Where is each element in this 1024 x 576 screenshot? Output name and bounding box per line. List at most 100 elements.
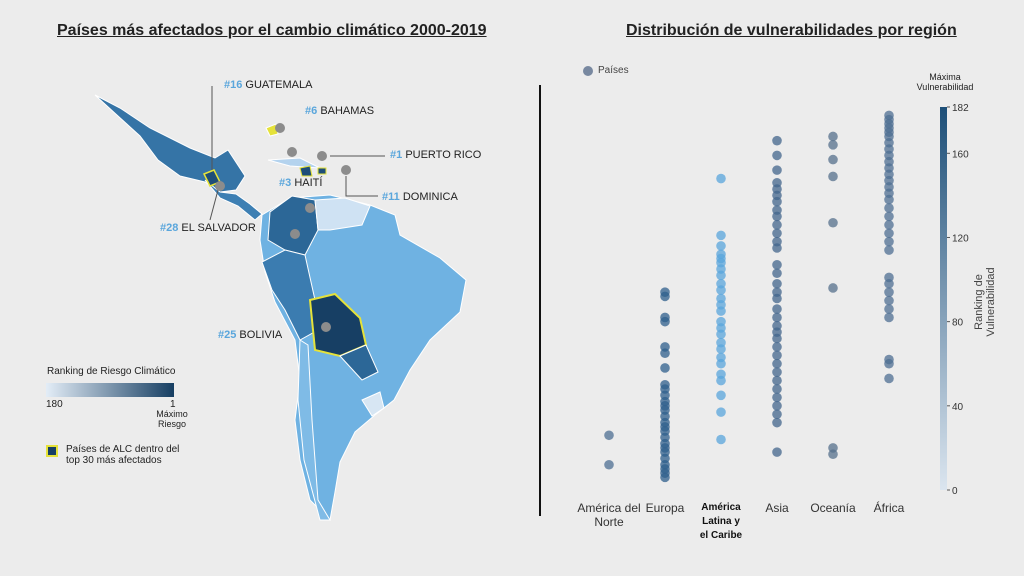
rank: #28 (160, 222, 179, 234)
uruguay (361, 391, 385, 417)
country-point (884, 278, 894, 289)
country-point (884, 245, 894, 255)
country-point (772, 268, 782, 279)
mexico (94, 94, 246, 193)
country-point (716, 434, 726, 445)
plot: 0 40 80 120 160 182 (604, 103, 969, 497)
country-point (772, 228, 782, 239)
country-point (884, 358, 894, 369)
country-point (772, 375, 782, 386)
country-label: #3 HAITÍ (279, 177, 322, 189)
country-point (716, 390, 726, 401)
country-point (772, 278, 782, 289)
central-america (204, 179, 263, 221)
top30-swatch (46, 445, 58, 457)
country-label: #6 BAHAMAS (305, 105, 374, 117)
rank: #16 (224, 79, 243, 91)
rank: #25 (218, 329, 237, 341)
country-point (828, 283, 838, 293)
country-point (660, 472, 670, 483)
y-tick-label: 182 (952, 103, 969, 114)
country-point (828, 217, 838, 228)
country-point (772, 350, 782, 361)
country-point (716, 407, 726, 417)
country-point (828, 171, 838, 182)
bahamas (265, 123, 279, 137)
rank: #6 (305, 105, 318, 117)
country-point (772, 165, 782, 175)
country-point (772, 447, 782, 457)
leader-lines (209, 86, 385, 221)
x-tick-label: Asia (765, 501, 789, 515)
country-point (884, 203, 894, 213)
y-axis-label: Ranking de Vulnerabilidad (973, 267, 997, 337)
country-point (716, 270, 726, 281)
pin (215, 181, 225, 191)
country-point (716, 306, 726, 316)
country-point (772, 293, 782, 304)
country-point (772, 417, 782, 428)
rank: #11 (382, 191, 400, 203)
country: BAHAMAS (320, 105, 375, 117)
country: HAITÍ (294, 177, 323, 189)
rank: #1 (390, 149, 403, 161)
pin (317, 151, 327, 161)
x-tick-label: África (873, 501, 905, 515)
country-point (884, 228, 894, 239)
paraguay (339, 344, 379, 381)
venezuela (314, 197, 371, 231)
chart-title: Distribución de vulnerabilidades por reg… (626, 22, 957, 39)
pin (275, 123, 285, 133)
country-point (772, 342, 782, 352)
x-tick-label: América Latina y el Caribe (699, 502, 743, 541)
pins (215, 123, 351, 332)
country-label: #1 PUERTO RICO (390, 149, 481, 161)
country-point (884, 211, 894, 222)
country-point (772, 196, 782, 207)
map-legend-low: 180 (46, 399, 63, 410)
country-point (772, 392, 782, 403)
country-point (716, 241, 726, 251)
country-label: #16 GUATEMALA (224, 79, 312, 91)
country: DOMINICA (402, 191, 458, 203)
country-point (772, 260, 782, 270)
country-point (660, 316, 670, 327)
country-point (772, 409, 782, 420)
y-tick-label: 40 (952, 402, 964, 413)
colorbar (940, 107, 947, 490)
country-point (772, 384, 782, 394)
country-point (772, 243, 782, 253)
cuba (267, 157, 321, 169)
country-point (772, 135, 782, 146)
country-point (884, 373, 894, 384)
pin (290, 229, 300, 239)
country-point (716, 329, 726, 340)
country-point (716, 285, 726, 295)
map-legend-top30: Países de ALC dentro del top 30 más afec… (66, 444, 180, 466)
legend-label: Países (598, 65, 629, 76)
leader (345, 176, 378, 197)
country-point (884, 236, 894, 247)
country-point (828, 154, 838, 165)
country-point (884, 304, 894, 314)
country-point (716, 375, 726, 386)
country-point (884, 287, 894, 297)
country-label: #28 EL SALVADOR (160, 222, 256, 234)
country-point (828, 131, 838, 142)
colombia (267, 195, 319, 256)
country: GUATEMALA (245, 79, 313, 91)
map-legend-bar (46, 383, 174, 397)
country-point (772, 312, 782, 323)
leader (209, 189, 219, 221)
country-point (604, 430, 614, 441)
country-point (884, 194, 894, 205)
haiti (299, 165, 313, 177)
x-tick-label: Europa (645, 501, 685, 515)
legend-marker (583, 66, 593, 76)
pin (287, 147, 297, 157)
colorbar-title: Máxima Vulnerabilidad (916, 72, 974, 92)
country-point (716, 173, 726, 184)
country-point (828, 449, 838, 460)
y-tick-label: 0 (952, 486, 958, 497)
